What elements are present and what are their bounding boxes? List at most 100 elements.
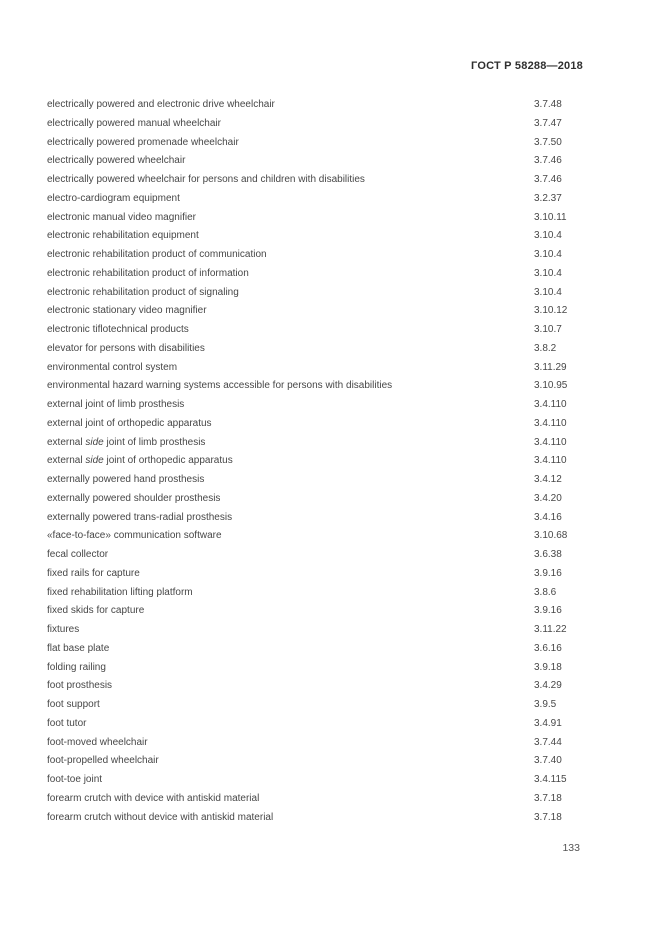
term-label: elevator for persons with disabilities <box>47 342 205 354</box>
index-row: fixtures 3.11.22 <box>47 621 607 640</box>
index-row: forearm crutch with device with antiskid… <box>47 790 607 809</box>
ref-number: 3.7.48 <box>534 99 562 110</box>
index-row: electrically powered promenade wheelchai… <box>47 134 607 153</box>
ref-number: 3.7.46 <box>534 174 562 185</box>
term-label: fixed skids for capture <box>47 605 145 617</box>
term-label: fixtures <box>47 624 80 635</box>
ref-number: 3.4.16 <box>534 511 562 523</box>
term-label: fixed rehabilitation lifting platform <box>47 586 193 598</box>
ref-number: 3.4.110 <box>534 417 567 429</box>
term-label: electro-cardiogram equipment <box>47 192 180 204</box>
index-row: forearm crutch without device with antis… <box>47 809 607 828</box>
term-label: «face-to-face» communication software <box>47 530 222 542</box>
ref-number: 3.10.95 <box>534 380 568 392</box>
index-row: electronic rehabilitation product of inf… <box>47 265 607 284</box>
ref-number: 3.10.4 <box>534 267 562 279</box>
term-label: foot-moved wheelchair <box>47 736 148 748</box>
term-label: electronic tiflotechnical products <box>47 324 189 335</box>
term-label: foot-propelled wheelchair <box>47 755 159 767</box>
term-label: electronic rehabilitation equipment <box>47 230 199 242</box>
term-label: electronic rehabilitation product of com… <box>47 249 267 260</box>
ref-number: 3.4.91 <box>534 717 562 729</box>
index-row: external side joint of limb prosthesis 3.… <box>47 434 607 453</box>
ref-number: 3.10.4 <box>534 249 562 260</box>
ref-number: 3.7.50 <box>534 136 562 148</box>
term-label: externally powered shoulder prosthesis <box>47 492 221 504</box>
index-row: environmental hazard warning systems acc… <box>47 377 607 396</box>
ref-number: 3.8.2 <box>534 342 557 354</box>
index-row: foot-propelled wheelchair 3.7.40 <box>47 752 607 771</box>
index-row: external joint of limb prosthesis 3.4.110 <box>47 396 607 415</box>
ref-number: 3.10.4 <box>534 286 562 298</box>
ref-number: 3.4.29 <box>534 680 562 692</box>
term-label: external side joint of limb prosthesis <box>47 436 206 448</box>
ref-number: 3.4.110 <box>534 399 567 410</box>
index-row: electronic stationary video magnifier 3.1… <box>47 302 607 321</box>
ref-number: 3.7.46 <box>534 155 562 167</box>
index-row: electronic rehabilitation product of com… <box>47 246 607 265</box>
index-row: foot-toe joint 3.4.115 <box>47 771 607 790</box>
ref-number: 3.8.6 <box>534 586 557 598</box>
ref-number: 3.7.47 <box>534 117 562 129</box>
index-row: fecal collector 3.6.38 <box>47 546 607 565</box>
term-label: foot prosthesis <box>47 680 113 692</box>
index-row: electronic manual video magnifier 3.10.11 <box>47 209 607 228</box>
term-label: electrically powered wheelchair <box>47 155 186 167</box>
page-number: 133 <box>562 842 580 854</box>
index-row: electrically powered manual wheelchair 3.… <box>47 115 607 134</box>
term-label: fixed rails for capture <box>47 567 140 579</box>
ref-number: 3.4.20 <box>534 492 562 504</box>
index-row: electronic tiflotechnical products 3.10.7 <box>47 321 607 340</box>
index-row: fixed rehabilitation lifting platform 3.8… <box>47 584 607 603</box>
ref-number: 3.4.110 <box>534 436 567 448</box>
term-label: electrically powered and electronic driv… <box>47 99 275 110</box>
ref-number: 3.7.18 <box>534 811 562 823</box>
ref-number: 3.9.16 <box>534 567 562 579</box>
index-row: electronic rehabilitation equipment 3.10.… <box>47 227 607 246</box>
ref-number: 3.10.7 <box>534 324 562 335</box>
ref-number: 3.10.68 <box>534 530 568 542</box>
index-row: externally powered trans-radial prosthes… <box>47 509 607 528</box>
term-label: electrically powered manual wheelchair <box>47 117 221 129</box>
ref-number: 3.10.4 <box>534 230 562 242</box>
index-row: electro-cardiogram equipment 3.2.37 <box>47 190 607 209</box>
term-label: electrically powered promenade wheelchai… <box>47 136 239 148</box>
index-list: electrically powered and electronic driv… <box>47 96 607 827</box>
ref-number: 3.7.44 <box>534 736 562 748</box>
ref-number: 3.9.18 <box>534 661 562 673</box>
term-label: forearm crutch with device with antiskid… <box>47 792 260 804</box>
index-row: «face-to-face» communication software 3.1… <box>47 527 607 546</box>
index-row: externally powered shoulder prosthesis 3.… <box>47 490 607 509</box>
index-row: electrically powered wheelchair for pers… <box>47 171 607 190</box>
term-label: electronic stationary video magnifier <box>47 305 207 317</box>
term-label: fecal collector <box>47 549 109 560</box>
index-row: external side joint of orthopedic appara… <box>47 452 607 471</box>
ref-number: 3.7.40 <box>534 755 562 767</box>
ref-number: 3.9.16 <box>534 605 562 617</box>
index-row: fixed rails for capture 3.9.16 <box>47 565 607 584</box>
term-label: electronic rehabilitation product of sig… <box>47 286 239 298</box>
index-row: foot-moved wheelchair 3.7.44 <box>47 734 607 753</box>
ref-number: 3.7.18 <box>534 792 562 804</box>
term-label: external side joint of orthopedic appara… <box>47 455 233 467</box>
term-label: foot tutor <box>47 717 87 729</box>
term-label: electronic rehabilitation product of inf… <box>47 267 249 279</box>
term-label: flat base plate <box>47 642 110 654</box>
term-label: environmental control system <box>47 361 178 373</box>
ref-number: 3.4.115 <box>534 774 567 785</box>
index-row: electrically powered and electronic driv… <box>47 96 607 115</box>
index-row: elevator for persons with disabilities 3.… <box>47 340 607 359</box>
term-label: environmental hazard warning systems acc… <box>47 380 393 392</box>
ref-number: 3.10.11 <box>534 211 567 223</box>
index-row: electronic rehabilitation product of sig… <box>47 284 607 303</box>
ref-number: 3.6.16 <box>534 642 562 654</box>
index-row: foot prosthesis 3.4.29 <box>47 677 607 696</box>
ref-number: 3.4.12 <box>534 474 562 485</box>
ref-number: 3.2.37 <box>534 192 562 204</box>
ref-number: 3.10.12 <box>534 305 568 317</box>
index-row: foot tutor 3.4.91 <box>47 715 607 734</box>
ref-number: 3.4.110 <box>534 455 567 467</box>
index-row: externally powered hand prosthesis 3.4.12 <box>47 471 607 490</box>
index-row: external joint of orthopedic apparatus 3.… <box>47 415 607 434</box>
term-label: external joint of orthopedic apparatus <box>47 417 212 429</box>
